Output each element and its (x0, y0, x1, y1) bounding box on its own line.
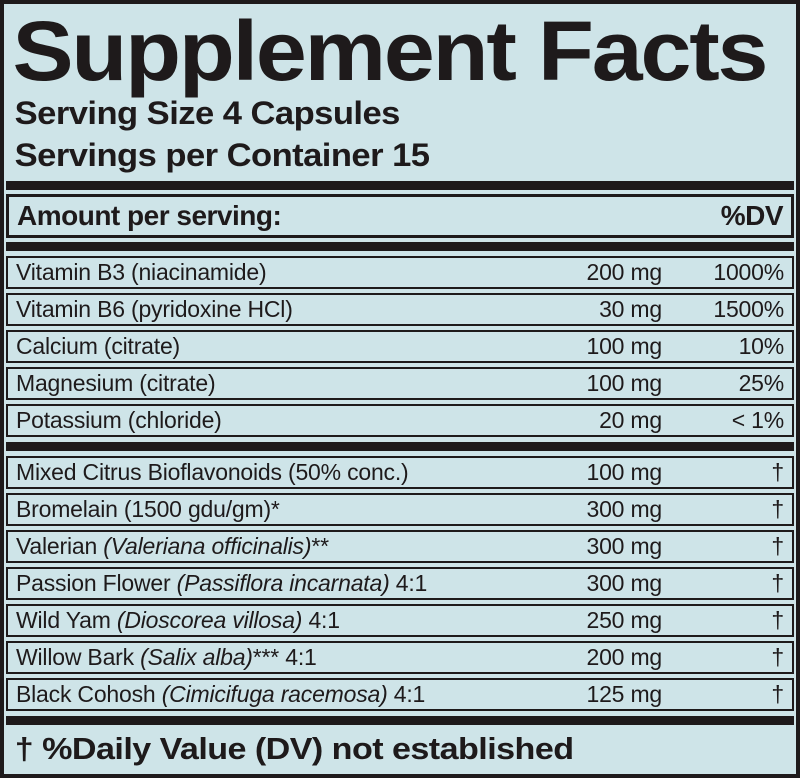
servings-per-container: Servings per Container 15 (14, 137, 430, 174)
botanical-amount: 250 mg (586, 607, 662, 634)
botanical-amount: 300 mg (586, 570, 662, 597)
nutrient-row: Vitamin B3 (niacinamide) 200 mg 1000% (6, 256, 794, 290)
botanical-row: Wild Yam (Dioscorea villosa) 4:1 250 mg … (6, 604, 794, 638)
serving-size: Serving Size 4 Capsules (14, 95, 401, 132)
botanical-dv-dagger: † (771, 496, 784, 523)
botanical-amount: 125 mg (586, 681, 662, 708)
nutrient-dv: 10% (738, 333, 785, 360)
thick-divider (6, 242, 794, 252)
nutrient-dv: < 1% (731, 407, 784, 434)
thick-divider (6, 181, 794, 191)
botanical-row: Valerian (Valeriana officinalis)** 300 m… (6, 530, 794, 564)
botanical-row: Bromelain (1500 gdu/gm)* 300 mg † (6, 493, 794, 527)
botanical-name: Willow Bark (Salix alba)*** 4:1 (16, 645, 317, 671)
nutrient-amount: 100 mg (586, 370, 662, 397)
nutrient-dv: 1500% (713, 296, 784, 323)
botanical-dv-dagger: † (771, 644, 784, 671)
nutrient-amount: 200 mg (586, 259, 662, 286)
nutrient-name: Calcium (citrate) (16, 334, 181, 360)
nutrient-name: Vitamin B3 (niacinamide) (16, 260, 267, 286)
nutrient-row: Magnesium (citrate) 100 mg 25% (6, 367, 794, 401)
thick-divider (6, 716, 794, 726)
botanical-name: Black Cohosh (Cimicifuga racemosa) 4:1 (16, 682, 426, 708)
botanical-dv-dagger: † (771, 459, 784, 486)
botanical-name: Bromelain (1500 gdu/gm)* (16, 497, 280, 523)
amount-per-serving-label: Amount per serving: (17, 200, 282, 232)
percent-dv-label: %DV (720, 200, 784, 232)
thick-divider (6, 442, 794, 452)
botanical-name: Valerian (Valeriana officinalis)** (16, 534, 329, 560)
botanical-row: Mixed Citrus Bioflavonoids (50% conc.) 1… (6, 456, 794, 490)
column-header-row: Amount per serving: %DV (6, 194, 794, 239)
dv-footnote: † %Daily Value (DV) not established (14, 731, 574, 767)
nutrient-row: Potassium (chloride) 20 mg < 1% (6, 404, 794, 438)
botanical-amount: 300 mg (586, 533, 662, 560)
botanical-row: Passion Flower (Passiflora incarnata) 4:… (6, 567, 794, 601)
panel-title: Supplement Facts (12, 4, 769, 98)
botanical-amount: 100 mg (586, 459, 662, 486)
nutrient-amount: 20 mg (599, 407, 662, 434)
nutrient-name: Potassium (chloride) (16, 408, 222, 434)
botanical-name: Wild Yam (Dioscorea villosa) 4:1 (16, 608, 340, 634)
nutrient-row: Vitamin B6 (pyridoxine HCl) 30 mg 1500% (6, 293, 794, 327)
botanical-dv-dagger: † (771, 681, 784, 708)
nutrient-dv: 25% (738, 370, 785, 397)
botanical-dv-dagger: † (771, 607, 784, 634)
botanical-name: Mixed Citrus Bioflavonoids (50% conc.) (16, 460, 409, 486)
nutrient-name: Magnesium (citrate) (16, 371, 216, 397)
botanical-amount: 200 mg (586, 644, 662, 671)
nutrient-dv: 1000% (713, 259, 784, 286)
nutrient-row: Calcium (citrate) 100 mg 10% (6, 330, 794, 364)
nutrient-amount: 100 mg (586, 333, 662, 360)
nutrient-name: Vitamin B6 (pyridoxine HCl) (16, 297, 293, 323)
botanical-name: Passion Flower (Passiflora incarnata) 4:… (16, 571, 428, 597)
nutrient-amount: 30 mg (599, 296, 662, 323)
botanical-dv-dagger: † (771, 533, 784, 560)
botanical-amount: 300 mg (586, 496, 662, 523)
botanical-row: Black Cohosh (Cimicifuga racemosa) 4:1 1… (6, 678, 794, 712)
botanical-dv-dagger: † (771, 570, 784, 597)
botanical-row: Willow Bark (Salix alba)*** 4:1 200 mg † (6, 641, 794, 675)
